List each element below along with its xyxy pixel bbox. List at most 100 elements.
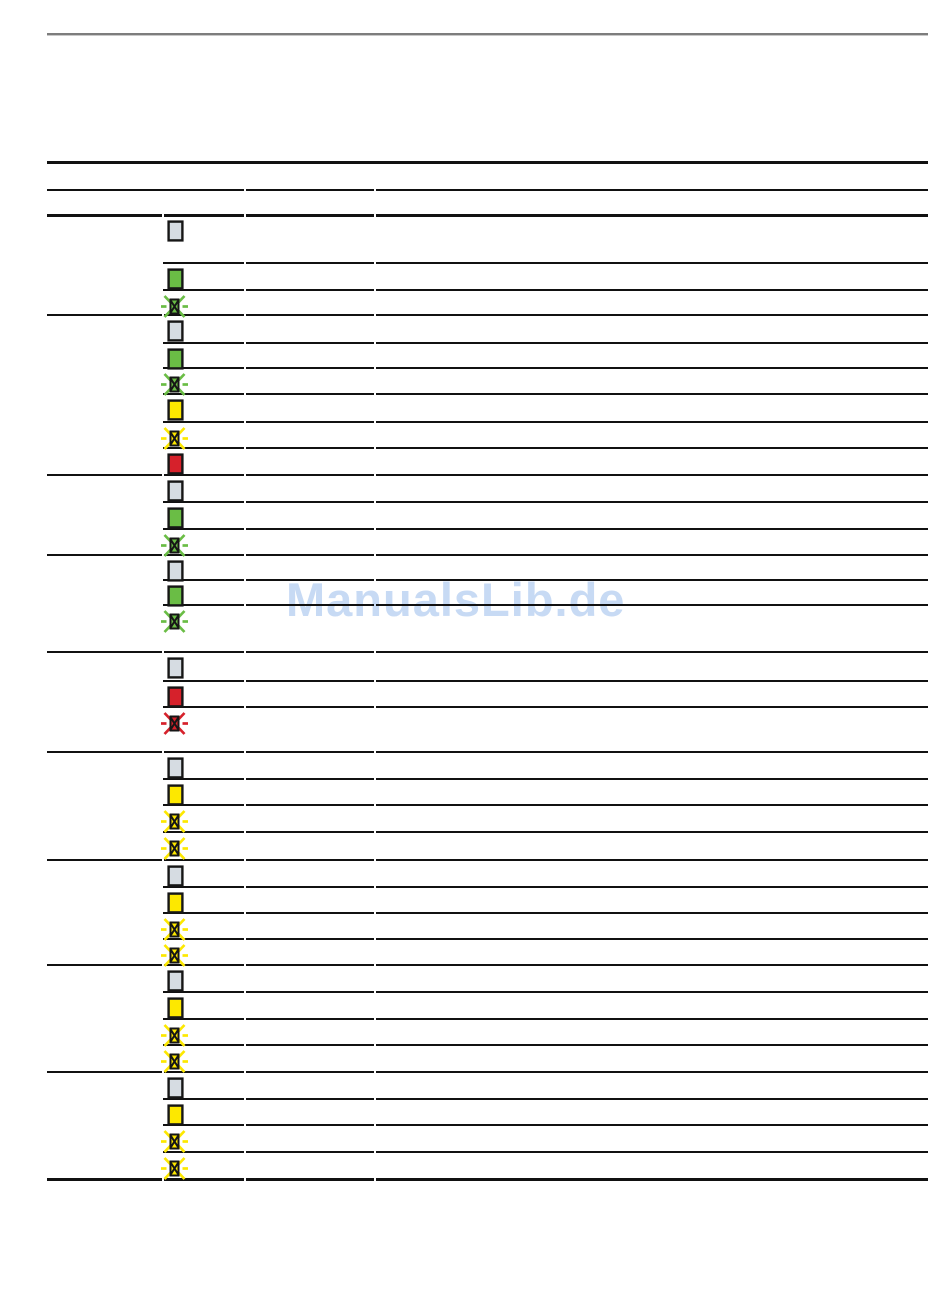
led-green-on-icon bbox=[167, 348, 184, 370]
row-divider-line bbox=[376, 706, 928, 708]
led-yellow-blinking-icon bbox=[161, 918, 188, 941]
row-divider-line bbox=[246, 501, 374, 503]
row-divider-line bbox=[246, 342, 374, 344]
led-green-blinking-icon bbox=[161, 295, 188, 318]
led-green-on-icon bbox=[167, 585, 184, 607]
row-divider-line bbox=[163, 886, 244, 888]
row-divider-line bbox=[246, 1044, 374, 1046]
section-divider-line bbox=[376, 474, 928, 476]
row-divider-line bbox=[163, 804, 244, 806]
led-green-blinking-icon bbox=[161, 373, 188, 396]
table-bottom-line bbox=[164, 1178, 244, 1181]
row-divider-line bbox=[376, 1044, 928, 1046]
row-divider-line bbox=[163, 447, 244, 449]
table-header-top-line bbox=[47, 161, 928, 164]
row-divider-line bbox=[376, 938, 928, 940]
led-off-icon bbox=[167, 1077, 184, 1099]
row-divider-line bbox=[376, 912, 928, 914]
section-divider-line bbox=[246, 474, 374, 476]
section-divider-line bbox=[164, 751, 244, 753]
section-divider-line bbox=[246, 651, 374, 653]
row-divider-line bbox=[163, 938, 244, 940]
row-divider-line bbox=[163, 912, 244, 914]
row-divider-line bbox=[163, 501, 244, 503]
table-header-divider-line bbox=[376, 189, 928, 191]
led-yellow-on-icon bbox=[167, 1104, 184, 1126]
row-divider-line bbox=[163, 393, 244, 395]
section-divider-line bbox=[47, 751, 162, 753]
section-divider-line bbox=[376, 1071, 928, 1073]
section-divider-line bbox=[47, 859, 162, 861]
led-off-icon bbox=[167, 560, 184, 582]
section-divider-line bbox=[164, 314, 244, 316]
row-divider-line bbox=[246, 579, 374, 581]
led-off-icon bbox=[167, 865, 184, 887]
row-divider-line bbox=[246, 991, 374, 993]
row-divider-line bbox=[163, 1044, 244, 1046]
section-divider-line bbox=[164, 1071, 244, 1073]
row-divider-line bbox=[376, 604, 928, 606]
led-yellow-on-icon bbox=[167, 784, 184, 806]
table-body-top-line bbox=[246, 214, 374, 217]
section-divider-line bbox=[246, 554, 374, 556]
led-yellow-blinking-icon bbox=[161, 1050, 188, 1073]
led-yellow-on-icon bbox=[167, 997, 184, 1019]
row-divider-line bbox=[246, 938, 374, 940]
table-body-top-line bbox=[164, 214, 244, 217]
row-divider-line bbox=[376, 579, 928, 581]
row-divider-line bbox=[376, 262, 928, 264]
section-divider-line bbox=[246, 964, 374, 966]
row-divider-line bbox=[163, 1151, 244, 1153]
row-divider-line bbox=[246, 367, 374, 369]
section-divider-line bbox=[246, 859, 374, 861]
led-green-on-icon bbox=[167, 507, 184, 529]
section-divider-line bbox=[164, 859, 244, 861]
section-divider-line bbox=[164, 474, 244, 476]
table-bottom-line bbox=[376, 1178, 928, 1181]
row-divider-line bbox=[163, 991, 244, 993]
led-off-icon bbox=[167, 970, 184, 992]
row-divider-line bbox=[376, 1098, 928, 1100]
row-divider-line bbox=[376, 886, 928, 888]
table-header-divider-line bbox=[47, 189, 244, 191]
row-divider-line bbox=[163, 579, 244, 581]
row-divider-line bbox=[163, 262, 244, 264]
page-top-rule bbox=[47, 33, 928, 36]
section-divider-line bbox=[47, 314, 162, 316]
section-divider-line bbox=[376, 651, 928, 653]
led-yellow-blinking-icon bbox=[161, 837, 188, 860]
table-bottom-line bbox=[246, 1178, 374, 1181]
row-divider-line bbox=[376, 393, 928, 395]
led-off-icon bbox=[167, 757, 184, 779]
row-divider-line bbox=[246, 1124, 374, 1126]
led-red-on-icon bbox=[167, 686, 184, 708]
row-divider-line bbox=[246, 680, 374, 682]
row-divider-line bbox=[246, 912, 374, 914]
section-divider-line bbox=[246, 314, 374, 316]
led-off-icon bbox=[167, 220, 184, 242]
row-divider-line bbox=[376, 367, 928, 369]
row-divider-line bbox=[376, 342, 928, 344]
led-yellow-blinking-icon bbox=[161, 1024, 188, 1047]
section-divider-line bbox=[164, 554, 244, 556]
led-green-on-icon bbox=[167, 268, 184, 290]
section-divider-line bbox=[47, 474, 162, 476]
row-divider-line bbox=[246, 421, 374, 423]
row-divider-line bbox=[376, 778, 928, 780]
led-off-icon bbox=[167, 657, 184, 679]
section-divider-line bbox=[376, 964, 928, 966]
row-divider-line bbox=[163, 289, 244, 291]
section-divider-line bbox=[376, 554, 928, 556]
section-divider-line bbox=[47, 554, 162, 556]
row-divider-line bbox=[163, 367, 244, 369]
row-divider-line bbox=[246, 1151, 374, 1153]
row-divider-line bbox=[163, 680, 244, 682]
row-divider-line bbox=[246, 804, 374, 806]
table-body-top-line bbox=[376, 214, 928, 217]
led-yellow-blinking-icon bbox=[161, 944, 188, 967]
row-divider-line bbox=[163, 528, 244, 530]
section-divider-line bbox=[47, 964, 162, 966]
row-divider-line bbox=[376, 1124, 928, 1126]
section-divider-line bbox=[164, 964, 244, 966]
